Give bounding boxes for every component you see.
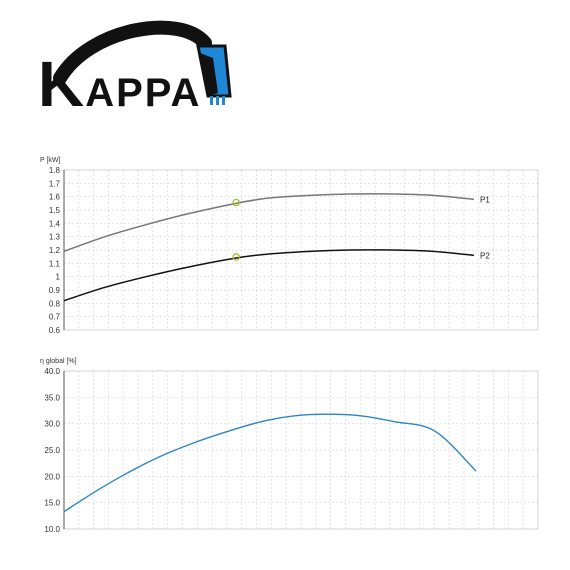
y-tick-label: 40.0 (44, 367, 60, 376)
y-axis-label: P [kW] (40, 157, 61, 164)
y-tick-label: 1.8 (49, 166, 61, 175)
y-tick-label: 0.6 (49, 326, 61, 335)
y-tick-label: 15.0 (44, 499, 60, 508)
y-tick-label: 25.0 (44, 446, 60, 455)
excavator-arm-icon (53, 20, 212, 85)
operating-point-marker (232, 253, 241, 261)
efficiency-chart: η global [%] 10.0 15.0 20.0 25.0 30.0 35.0 40.0 (40, 358, 539, 534)
logo-letters-appa: APPA (85, 71, 202, 115)
logo-wordmark: KAPPA (38, 52, 201, 116)
y-tick-label: 10.0 (44, 525, 60, 534)
series-line-p2 (63, 249, 475, 302)
y-tick-label: 1 (56, 273, 61, 282)
logo-letter-k: K (38, 48, 86, 120)
y-tick-label: 1.2 (49, 246, 61, 255)
y-tick-label: 35.0 (44, 393, 60, 402)
y-tick-label: 30.0 (44, 420, 60, 429)
series-label-p1: P1 (480, 195, 490, 204)
y-tick-label: 0.7 (49, 313, 61, 322)
y-tick-label: 20.0 (44, 472, 60, 481)
y-tick-label: 1.7 (49, 179, 61, 188)
series-label-p2: P2 (480, 251, 490, 260)
series-line-p1 (63, 193, 475, 253)
y-tick-label: 1.6 (49, 193, 61, 202)
y-tick-label: 0.8 (49, 299, 61, 308)
series-line-efficiency (63, 413, 477, 513)
y-tick-label: 1.1 (49, 259, 61, 268)
y-tick-label: 0.9 (49, 286, 61, 295)
kappa-logo (53, 20, 232, 105)
operating-point-marker (232, 198, 241, 207)
y-tick-label: 1.3 (49, 233, 61, 242)
y-tick-label: 1.5 (49, 206, 61, 215)
excavator-bucket-icon (196, 44, 232, 105)
power-chart: P [kW] 0.6 0.7 0.8 0.9 1 1.1 1.2 1.3 1.4 1.5 1.6 1.7… (40, 157, 539, 335)
y-axis-label: η global [%] (40, 358, 77, 365)
y-tick-label: 1.4 (49, 219, 61, 228)
